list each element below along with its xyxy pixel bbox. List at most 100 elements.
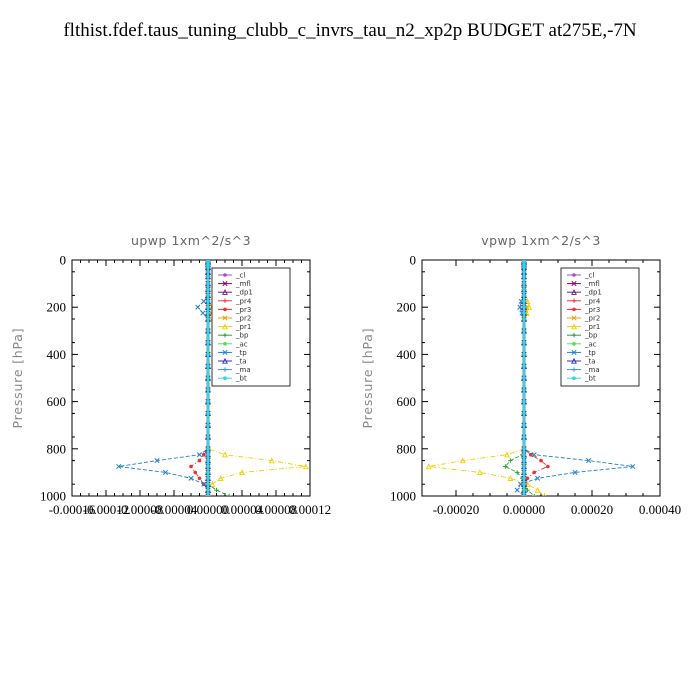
figure-title: flthist.fdef.taus_tuning_clubb_c_invrs_t… bbox=[63, 20, 637, 41]
x-tick-label: 0.00040 bbox=[639, 502, 681, 517]
y-tick-label: 600 bbox=[397, 394, 417, 409]
legend-label: _ta bbox=[235, 358, 247, 366]
data-point bbox=[206, 305, 210, 310]
data-point bbox=[206, 488, 210, 492]
data-point bbox=[522, 464, 526, 469]
data-point bbox=[524, 298, 531, 304]
data-point bbox=[206, 299, 210, 304]
data-point bbox=[546, 464, 550, 469]
data-point bbox=[206, 388, 210, 392]
data-point bbox=[522, 423, 526, 428]
data-point bbox=[522, 340, 526, 345]
data-point bbox=[206, 464, 210, 469]
data-point bbox=[222, 451, 228, 458]
data-point bbox=[206, 364, 210, 369]
series-bp bbox=[503, 260, 537, 496]
y-tick-label: 400 bbox=[47, 347, 67, 362]
data-point bbox=[209, 480, 216, 487]
data-point bbox=[571, 323, 577, 330]
data-point bbox=[223, 307, 227, 312]
legend-label: _dp1 bbox=[584, 289, 602, 297]
data-point bbox=[206, 317, 210, 321]
legend-label: _pr1 bbox=[235, 323, 251, 331]
chart-title: vpwp 1xm^2/s^3 bbox=[481, 233, 601, 248]
data-point bbox=[154, 458, 160, 464]
data-point bbox=[222, 323, 228, 330]
y-tick-label: 1000 bbox=[40, 489, 66, 504]
data-point bbox=[195, 304, 201, 310]
x-tick-label: 0.00020 bbox=[571, 502, 613, 517]
data-point bbox=[193, 470, 198, 475]
data-point bbox=[197, 476, 202, 481]
data-point bbox=[529, 452, 533, 457]
data-point bbox=[223, 376, 227, 381]
data-point bbox=[206, 447, 210, 451]
data-point bbox=[522, 270, 526, 274]
data-point bbox=[522, 399, 526, 404]
data-point bbox=[222, 281, 228, 287]
data-point bbox=[227, 493, 232, 496]
legend-label: _bp bbox=[235, 332, 249, 340]
data-point bbox=[571, 288, 577, 295]
legend-label: _cl bbox=[584, 272, 594, 280]
data-point bbox=[206, 329, 210, 333]
data-point bbox=[206, 340, 210, 345]
x-tick-label: 0.00000 bbox=[503, 502, 545, 517]
data-point bbox=[522, 458, 526, 463]
data-point bbox=[503, 464, 508, 469]
series-pr3 bbox=[522, 260, 550, 496]
data-point bbox=[206, 281, 210, 286]
data-point bbox=[206, 293, 210, 298]
data-point bbox=[504, 451, 510, 458]
data-point bbox=[535, 475, 541, 481]
data-point bbox=[522, 281, 526, 286]
data-point bbox=[222, 315, 228, 321]
data-point bbox=[572, 273, 576, 277]
legend-label: _ta bbox=[584, 358, 596, 366]
y-tick-label: 600 bbox=[47, 394, 67, 409]
data-point bbox=[206, 494, 210, 496]
series-line bbox=[428, 260, 545, 496]
data-point bbox=[571, 333, 577, 338]
data-point bbox=[206, 399, 210, 404]
data-point bbox=[522, 293, 526, 298]
x-tick-label: -0.00016 bbox=[49, 502, 96, 517]
data-point bbox=[508, 458, 513, 463]
data-point bbox=[222, 298, 228, 303]
data-point bbox=[522, 305, 526, 310]
y-tick-label: 200 bbox=[397, 300, 417, 315]
series-pr1 bbox=[425, 260, 547, 496]
x-tick-label: -0.00012 bbox=[83, 502, 130, 517]
data-point bbox=[524, 480, 531, 487]
y-tick-label: 800 bbox=[47, 441, 67, 456]
legend-label: _ac bbox=[584, 340, 597, 348]
legend-label: _pr3 bbox=[584, 306, 600, 314]
data-point bbox=[514, 487, 520, 493]
chart-panel-2: vpwp 1xm^2/s^3 Pressure [hPa] 0 200 400 600 80… bbox=[360, 233, 681, 517]
data-point bbox=[302, 463, 309, 470]
legend-label: _bt bbox=[584, 375, 596, 383]
data-point bbox=[222, 288, 228, 295]
y-tick-label: 1000 bbox=[390, 489, 416, 504]
legend-label: _mfl bbox=[584, 280, 600, 288]
legend-label: _mfl bbox=[235, 280, 251, 288]
data-point bbox=[532, 493, 537, 496]
x-tick-label: -0.00020 bbox=[433, 502, 480, 517]
data-point bbox=[522, 494, 526, 496]
data-point bbox=[239, 469, 245, 476]
chart-title: upwp 1xm^2/s^3 bbox=[131, 233, 251, 248]
data-point bbox=[425, 463, 432, 470]
data-point bbox=[522, 488, 526, 492]
legend: _cl_mfl_dp1_pr4_pr3_pr2_pr1_bp_ac_tp_ta_… bbox=[560, 267, 640, 387]
data-point bbox=[522, 317, 526, 321]
data-point bbox=[571, 357, 577, 364]
data-point bbox=[532, 470, 536, 475]
data-point bbox=[571, 298, 577, 303]
x-tick-label: 0.00004 bbox=[221, 502, 264, 517]
data-point bbox=[522, 352, 526, 357]
data-point bbox=[206, 476, 210, 481]
data-point bbox=[206, 452, 210, 457]
data-point bbox=[206, 482, 210, 487]
series-tp bbox=[116, 260, 211, 496]
